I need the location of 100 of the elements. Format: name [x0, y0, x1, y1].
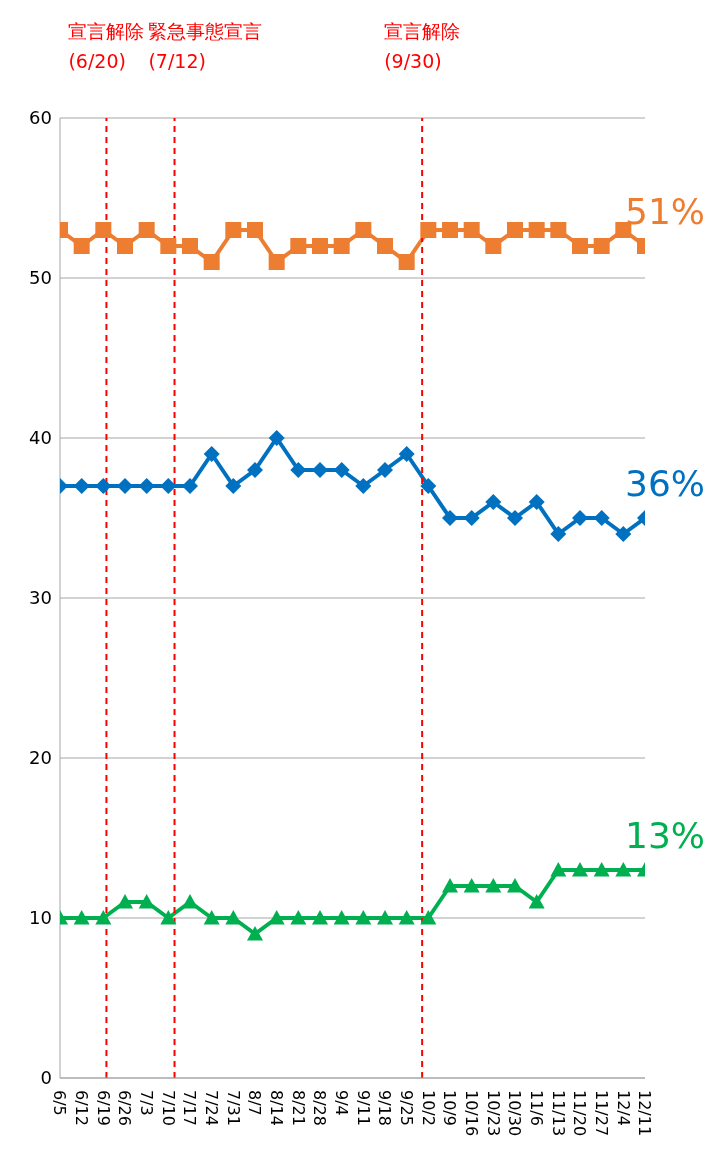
point [268, 254, 285, 270]
point [247, 926, 263, 941]
point [312, 910, 328, 925]
x-tick-label: 7/31 [223, 1090, 243, 1126]
point [247, 462, 263, 478]
x-tick-label: 9/4 [332, 1090, 352, 1116]
point [225, 222, 242, 238]
x-tick-label: 7/17 [180, 1090, 200, 1126]
ref-line-label: 緊急事態宣言 (7/12) [148, 20, 263, 72]
point [203, 910, 220, 925]
point [615, 526, 632, 542]
annotation: 51% [625, 191, 706, 232]
point [73, 478, 90, 494]
point [550, 526, 567, 542]
point [138, 478, 155, 494]
x-tick-label: 10/30 [505, 1090, 525, 1137]
x-tick-label: 7/3 [137, 1090, 157, 1116]
point [593, 862, 610, 877]
y-tick-label: 20 [29, 747, 52, 769]
point [442, 878, 458, 893]
point [290, 910, 307, 925]
point [420, 222, 437, 238]
point [182, 238, 198, 254]
point [593, 238, 610, 254]
x-tick-label: 7/10 [158, 1090, 178, 1126]
point [572, 238, 588, 254]
annotation: 13% [625, 815, 706, 856]
x-tick-label: 10/2 [418, 1090, 438, 1126]
x-tick-label: 12/4 [613, 1090, 633, 1126]
point [615, 862, 632, 877]
point [355, 222, 372, 238]
point [507, 510, 523, 526]
point [420, 910, 437, 925]
x-tick-label: 7/24 [202, 1090, 222, 1126]
point [290, 238, 307, 254]
point [550, 222, 567, 238]
point [138, 222, 155, 238]
x-tick-label: 6/19 [93, 1090, 113, 1126]
ref-line-label: 宣言解除 (6/20) [68, 20, 145, 72]
point [203, 254, 220, 270]
point [442, 222, 458, 238]
annotation: 36% [625, 463, 706, 504]
point [463, 878, 480, 893]
point [507, 878, 523, 893]
point [463, 510, 480, 526]
point [398, 254, 415, 270]
y-tick-label: 0 [40, 1067, 52, 1089]
x-tick-label: 11/20 [570, 1090, 590, 1137]
point [138, 894, 155, 909]
point [203, 446, 220, 462]
x-tick-label: 6/26 [115, 1090, 135, 1126]
point [355, 478, 372, 494]
point [333, 462, 350, 478]
point [572, 510, 588, 526]
point [333, 910, 350, 925]
point [485, 238, 502, 254]
x-tick-label: 12/11 [635, 1090, 655, 1137]
x-tick-label: 10/23 [483, 1090, 503, 1137]
point [160, 910, 177, 925]
point [117, 478, 133, 494]
point [550, 862, 567, 877]
point [507, 222, 523, 238]
point [593, 510, 610, 526]
x-tick-label: 9/11 [353, 1090, 373, 1126]
y-tick-label: 40 [29, 427, 52, 449]
point [247, 222, 263, 238]
point [160, 238, 177, 254]
point [95, 478, 112, 494]
point [290, 462, 307, 478]
point [420, 478, 437, 494]
x-tick-label: 11/27 [592, 1090, 612, 1137]
point [528, 222, 545, 238]
y-tick-label: 30 [29, 587, 52, 609]
point [528, 894, 545, 909]
y-tick-label: 60 [29, 107, 52, 129]
x-tick-label: 8/28 [310, 1090, 330, 1126]
x-tick-label: 8/7 [245, 1090, 265, 1116]
x-tick-label: 9/18 [375, 1090, 395, 1126]
point [95, 910, 112, 925]
point [485, 878, 502, 893]
point [95, 222, 112, 238]
y-tick-label: 50 [29, 267, 52, 289]
point [312, 238, 328, 254]
point [225, 910, 242, 925]
point [160, 478, 177, 494]
point [268, 910, 285, 925]
point [377, 462, 393, 478]
point [528, 494, 545, 510]
point [182, 894, 198, 909]
point [485, 494, 502, 510]
point [73, 910, 90, 925]
ref-line-label: 宣言解除 (9/30) [384, 20, 461, 72]
x-tick-label: 9/25 [397, 1090, 417, 1126]
point [463, 222, 480, 238]
point [312, 462, 328, 478]
point [355, 910, 372, 925]
point [377, 238, 393, 254]
point [442, 510, 458, 526]
x-tick-label: 8/14 [267, 1090, 287, 1126]
y-tick-label: 10 [29, 907, 52, 929]
